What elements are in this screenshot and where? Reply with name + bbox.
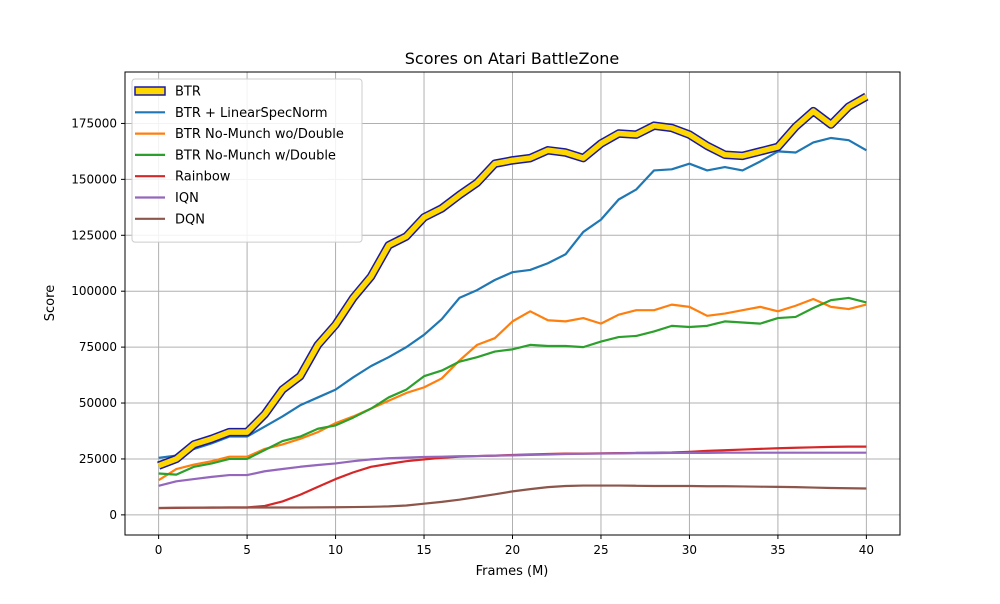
y-tick-label: 0	[109, 508, 117, 522]
x-tick-label: 40	[859, 543, 874, 557]
x-tick-label: 0	[155, 543, 163, 557]
legend-label-rainbow: Rainbow	[175, 170, 231, 185]
series-line-btr-no-munch-wo-double	[158, 297, 867, 482]
legend-label-btr-no-munch-wo-double: BTR No-Munch wo/Double	[175, 127, 344, 142]
legend-box	[131, 78, 363, 243]
y-tick-label: 125000	[71, 228, 117, 242]
y-tick-label: 25000	[79, 452, 117, 466]
legend-label-dqn: DQN	[175, 212, 205, 227]
legend-label-btr-linearspecnorm: BTR + LinearSpecNorm	[175, 106, 328, 121]
legend: BTR BTR + LinearSpecNorm BTR No-Munch wo/D…	[131, 78, 363, 243]
series-line-dqn	[158, 484, 867, 510]
series-line-btr	[157, 94, 868, 469]
x-tick-label: 30	[682, 543, 697, 557]
x-tick-label: 15	[416, 543, 431, 557]
y-tick-label: 75000	[79, 340, 117, 354]
y-tick-label: 175000	[71, 116, 117, 130]
x-tick-label: 25	[593, 543, 608, 557]
axis-ticks: 0 5 10 15 20 25 30 35 40 0 25000 50000 75000 100000 12…	[71, 116, 874, 557]
x-tick-label: 20	[505, 543, 520, 557]
x-axis-label: Frames (M)	[476, 564, 549, 579]
y-axis-label: Score	[43, 285, 58, 321]
legend-label-btr-no-munch-w-double: BTR No-Munch w/Double	[175, 148, 336, 163]
legend-label-btr: BTR	[175, 85, 201, 100]
x-tick-label: 5	[243, 543, 251, 557]
y-tick-label: 100000	[71, 284, 117, 298]
chart-title: Scores on Atari BattleZone	[405, 49, 619, 68]
legend-label-iqn: IQN	[175, 191, 199, 206]
series-line-iqn	[158, 451, 867, 487]
y-tick-label: 50000	[79, 396, 117, 410]
series-line-btr-linearspecnorm	[158, 136, 867, 459]
x-tick-label: 35	[770, 543, 785, 557]
y-tick-label: 150000	[71, 172, 117, 186]
grid	[125, 72, 900, 535]
legend-swatch-btr	[134, 86, 166, 96]
series-lines	[157, 92, 869, 510]
x-tick-label: 10	[328, 543, 343, 557]
series-line-btr-no-munch-w-double	[158, 296, 867, 476]
